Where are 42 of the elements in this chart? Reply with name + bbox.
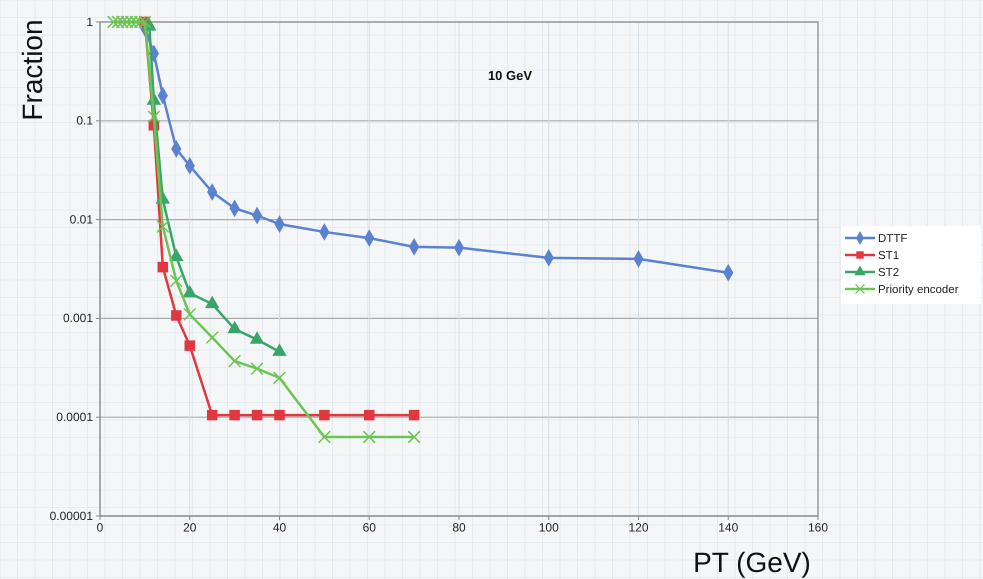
point bbox=[272, 371, 286, 384]
point bbox=[408, 410, 420, 420]
x-tick-label: 140 bbox=[718, 520, 739, 535]
point bbox=[228, 354, 242, 368]
x-tick-label: 100 bbox=[538, 520, 560, 535]
point bbox=[250, 362, 264, 376]
x-tick-label: 40 bbox=[272, 520, 286, 535]
point bbox=[184, 340, 195, 351]
y-tick-label: 0.00001 bbox=[50, 508, 94, 523]
point bbox=[156, 220, 170, 234]
x-tick-label: 160 bbox=[808, 520, 828, 535]
y-tick-label: 0.0001 bbox=[56, 410, 94, 424]
y-axis-title: Fraction bbox=[17, 19, 48, 121]
point bbox=[318, 430, 331, 444]
x-tick-label: 20 bbox=[183, 520, 197, 535]
point bbox=[252, 410, 262, 420]
point bbox=[229, 410, 240, 420]
point bbox=[170, 274, 183, 288]
x-tick-label: 80 bbox=[452, 520, 466, 535]
x-tick-label: 0 bbox=[96, 520, 104, 535]
x-tick-label: 60 bbox=[362, 520, 376, 535]
legend-label: ST1 bbox=[878, 250, 900, 262]
point bbox=[147, 110, 160, 124]
point bbox=[362, 430, 376, 444]
legend-label: Priority encoder bbox=[878, 284, 959, 296]
point bbox=[319, 410, 330, 420]
y-tick-label: 0.1 bbox=[76, 114, 94, 128]
legend-label: ST2 bbox=[878, 267, 900, 279]
x-axis-title: PT (GeV) bbox=[693, 547, 811, 578]
point bbox=[408, 430, 421, 444]
annotation: 10 GeV bbox=[488, 68, 532, 83]
point bbox=[183, 308, 196, 321]
point bbox=[274, 410, 285, 420]
x-tick-label: 120 bbox=[628, 520, 649, 535]
point bbox=[364, 410, 374, 420]
y-tick-label: 0.01 bbox=[70, 212, 94, 226]
legend-label: DTTF bbox=[878, 233, 908, 245]
point bbox=[171, 310, 182, 321]
point bbox=[206, 410, 218, 420]
y-tick-label: 1 bbox=[86, 14, 94, 29]
point bbox=[158, 262, 168, 272]
y-tick-label: 0.001 bbox=[62, 311, 94, 326]
